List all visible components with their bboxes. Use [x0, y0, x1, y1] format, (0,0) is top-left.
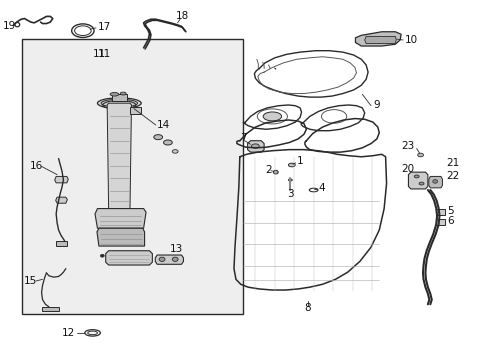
Text: 17: 17: [98, 22, 111, 32]
Ellipse shape: [289, 163, 295, 167]
Text: 2: 2: [266, 165, 272, 175]
Text: 22: 22: [446, 171, 459, 181]
FancyBboxPatch shape: [22, 39, 243, 314]
Polygon shape: [56, 242, 67, 246]
Ellipse shape: [154, 135, 163, 140]
Text: 19: 19: [3, 21, 16, 31]
Ellipse shape: [159, 257, 165, 261]
Polygon shape: [95, 208, 146, 228]
Text: 11: 11: [98, 49, 111, 59]
Polygon shape: [106, 251, 152, 265]
Text: 9: 9: [373, 100, 380, 110]
Ellipse shape: [419, 182, 424, 185]
Polygon shape: [107, 103, 131, 208]
Polygon shape: [97, 228, 145, 246]
Text: 10: 10: [405, 35, 418, 45]
Ellipse shape: [98, 98, 141, 109]
Text: 5: 5: [447, 206, 454, 216]
Ellipse shape: [164, 140, 172, 145]
Text: 23: 23: [401, 141, 415, 151]
Text: 18: 18: [176, 12, 189, 21]
Polygon shape: [436, 209, 445, 215]
Polygon shape: [155, 255, 183, 264]
Text: 6: 6: [447, 216, 454, 226]
Text: 3: 3: [287, 189, 294, 199]
Ellipse shape: [101, 99, 138, 107]
Text: 14: 14: [157, 120, 171, 130]
Ellipse shape: [414, 175, 419, 178]
Text: 4: 4: [318, 183, 325, 193]
Polygon shape: [112, 94, 127, 101]
Ellipse shape: [289, 179, 293, 181]
Ellipse shape: [273, 170, 278, 174]
Ellipse shape: [110, 93, 119, 96]
Ellipse shape: [251, 144, 259, 148]
Polygon shape: [55, 176, 68, 183]
Polygon shape: [436, 219, 445, 225]
Text: 13: 13: [170, 244, 183, 253]
Ellipse shape: [172, 257, 178, 261]
Polygon shape: [56, 197, 67, 203]
Text: 21: 21: [446, 158, 459, 168]
Polygon shape: [365, 36, 396, 44]
Ellipse shape: [120, 92, 126, 95]
Ellipse shape: [263, 112, 282, 121]
Text: 20: 20: [402, 163, 415, 174]
Polygon shape: [247, 141, 264, 152]
Polygon shape: [42, 307, 59, 311]
Ellipse shape: [172, 150, 178, 153]
Text: 12: 12: [62, 328, 75, 338]
Polygon shape: [429, 176, 442, 188]
Text: 8: 8: [305, 303, 311, 313]
Polygon shape: [130, 107, 141, 114]
Ellipse shape: [417, 153, 423, 157]
Ellipse shape: [100, 254, 104, 257]
Polygon shape: [355, 32, 401, 46]
Text: 7: 7: [240, 133, 246, 143]
Ellipse shape: [433, 180, 438, 183]
Text: 11: 11: [93, 49, 106, 59]
Text: 15: 15: [24, 276, 38, 286]
Text: 16: 16: [30, 161, 43, 171]
Polygon shape: [409, 172, 428, 189]
Text: 1: 1: [296, 157, 303, 166]
